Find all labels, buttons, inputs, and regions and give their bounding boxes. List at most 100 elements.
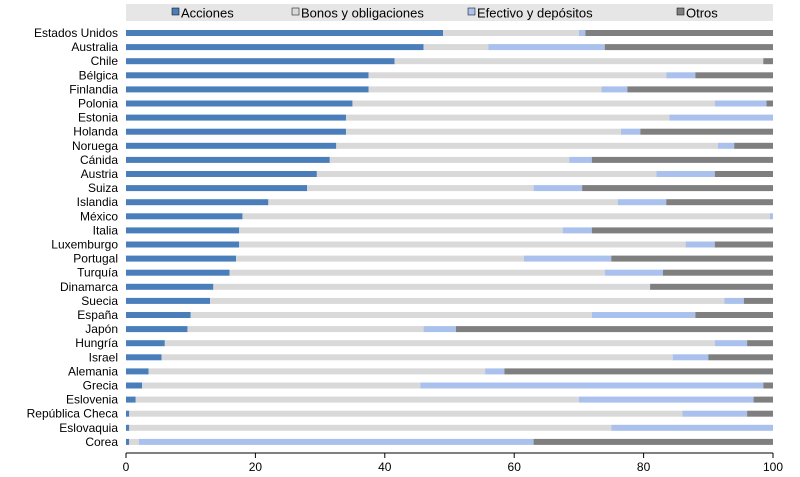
bar-segment: [126, 199, 269, 206]
category-label: México: [80, 209, 118, 223]
bar-segment: [443, 30, 579, 36]
bar-segment: [229, 269, 605, 276]
bar-segment: [562, 227, 592, 234]
bar-segment: [126, 227, 240, 234]
category-label: Turquía: [77, 266, 118, 280]
bar-segment: [666, 72, 696, 79]
category-label: Estonia: [78, 111, 118, 125]
bar-segment: [769, 213, 773, 220]
bar-segment: [316, 171, 657, 177]
bar-segment: [766, 100, 773, 107]
bar-segment: [126, 142, 337, 149]
bar-segment: [523, 255, 612, 262]
category-label: Polonia: [78, 97, 118, 111]
bar-segment: [187, 326, 424, 333]
bar-segment: [126, 30, 444, 36]
bar-segment: [423, 326, 456, 333]
legend-swatch-1: [171, 7, 180, 16]
bar-segment: [734, 142, 773, 149]
bar-segment: [126, 171, 317, 177]
bar-segment: [126, 410, 130, 417]
x-tick-label: 20: [249, 460, 263, 474]
legend: Acciones Bonos y obligaciones Efectivo y d…: [171, 6, 718, 21]
bar-segment: [126, 185, 308, 192]
category-label: Cánida: [80, 153, 118, 167]
category-label: Hungría: [75, 336, 118, 350]
bar-segment: [714, 171, 773, 177]
bar-segment: [148, 368, 486, 375]
bar-segment: [682, 410, 748, 417]
bar-segment: [345, 114, 670, 121]
bar-segment: [129, 438, 139, 445]
category-label: Estados Unidos: [34, 26, 118, 40]
bar-segment: [138, 438, 534, 445]
bar-segment: [569, 156, 592, 163]
bar-segment: [695, 312, 773, 318]
category-label: Corea: [85, 435, 118, 449]
bar-segment: [239, 227, 563, 234]
bar-segment: [164, 340, 715, 347]
bar-segment: [533, 438, 773, 445]
x-tick-label: 0: [123, 460, 130, 474]
bar-segment: [126, 128, 346, 135]
bar-segment: [345, 128, 621, 135]
bar-segment: [352, 100, 715, 107]
bar-segment: [126, 283, 214, 290]
bar-segment: [126, 368, 149, 375]
bar-segment: [126, 241, 240, 248]
bar-segment: [455, 326, 773, 333]
bar-segment: [685, 241, 715, 248]
bar-segment: [743, 297, 773, 304]
category-label: Suiza: [88, 181, 118, 195]
bar-segment: [423, 44, 489, 51]
bar-segment: [161, 354, 673, 361]
bar-segment: [394, 58, 764, 65]
bar-segment: [239, 241, 686, 248]
bar-segment: [763, 58, 773, 65]
category-label: Australia: [71, 40, 118, 54]
bar-segment: [578, 396, 754, 403]
bar-segment: [129, 410, 683, 417]
legend-label-1: Acciones: [181, 6, 234, 21]
bar-segment: [601, 86, 628, 93]
x-tick-label: 80: [637, 460, 651, 474]
bar-segment: [672, 354, 709, 361]
bar-segment: [708, 354, 773, 361]
bar-segment: [611, 255, 773, 262]
category-label: Italia: [93, 223, 119, 237]
bar-segment: [604, 44, 773, 51]
legend-background: [126, 4, 773, 21]
bar-segment: [329, 156, 570, 163]
bar-segment: [126, 438, 130, 445]
bar-segment: [714, 241, 773, 248]
bar-segment: [126, 382, 143, 389]
bar-segment: [126, 114, 346, 121]
bar-segment: [307, 185, 534, 192]
category-label: Alemania: [68, 364, 118, 378]
category-label: Austria: [81, 167, 119, 181]
category-label: Finlandia: [69, 82, 118, 96]
category-label: Eslovaquia: [59, 421, 118, 435]
bar-segment: [126, 269, 230, 276]
bar-segment: [235, 255, 524, 262]
x-tick-label: 60: [508, 460, 522, 474]
bar-segment: [617, 199, 667, 206]
bar-segment: [533, 185, 583, 192]
category-label: España: [77, 308, 118, 322]
bar-segment: [669, 114, 773, 121]
legend-label-4: Otros: [686, 6, 718, 21]
category-label: Noruega: [72, 139, 118, 153]
bar-segment: [126, 44, 424, 51]
bar-segment: [126, 213, 243, 220]
bar-segment: [611, 424, 773, 431]
bar-segment: [126, 255, 236, 262]
bar-segment: [763, 382, 773, 389]
bar-segment: [126, 86, 369, 93]
bar-segment: [368, 86, 602, 93]
category-label: Bélgica: [79, 68, 119, 82]
bar-segment: [126, 340, 165, 347]
bar-segment: [126, 100, 353, 107]
category-label: Dinamarca: [60, 280, 118, 294]
bar-segment: [747, 410, 773, 417]
bar-segment: [126, 297, 211, 304]
